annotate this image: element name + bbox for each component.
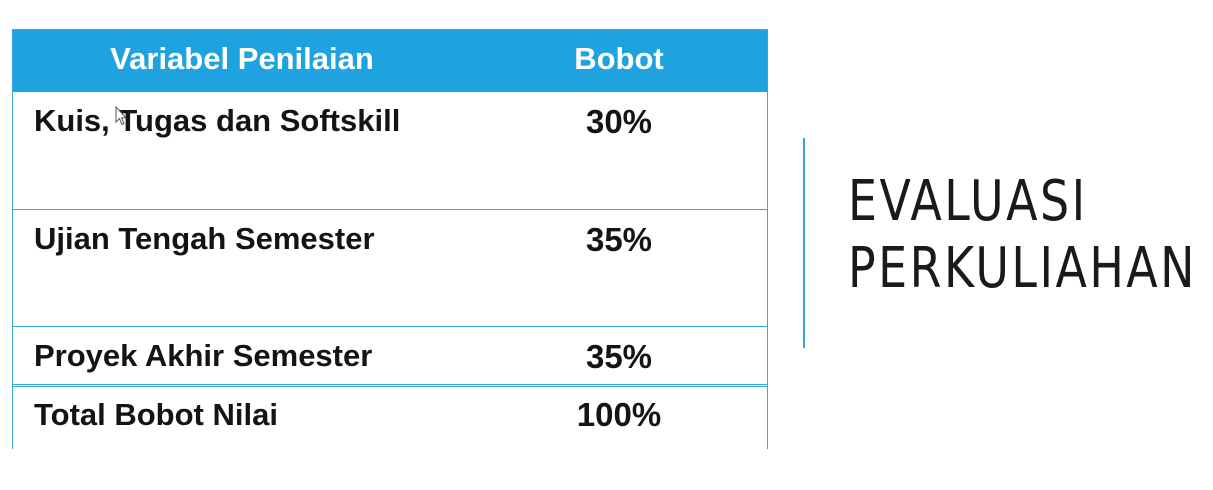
title-line-1: EVALUASI: [848, 169, 1088, 234]
table-total-row: Total Bobot Nilai 100%: [13, 384, 767, 450]
row-value: 35%: [585, 221, 653, 258]
row-value: 35%: [585, 338, 653, 375]
title-line-2: PERKULIAHAN: [848, 236, 1197, 301]
row-value: 30%: [585, 103, 653, 140]
header-variable: Variabel Penilaian: [110, 41, 374, 76]
total-value: 100%: [576, 396, 662, 433]
table-row: Ujian Tengah Semester 35%: [13, 209, 767, 327]
table-row: Proyek Akhir Semester 35%: [13, 326, 767, 385]
total-label: Total Bobot Nilai: [34, 397, 278, 432]
table-header: Variabel Penilaian Bobot: [13, 30, 767, 92]
row-label: Proyek Akhir Semester: [34, 338, 373, 373]
mouse-cursor-icon: [115, 106, 127, 126]
grading-table: Variabel Penilaian Bobot Kuis, Tugas dan…: [12, 29, 768, 450]
vertical-divider: [803, 138, 805, 348]
row-label: Ujian Tengah Semester: [34, 221, 375, 256]
table-row: Kuis, Tugas dan Softskill 30%: [13, 92, 767, 209]
header-weight: Bobot: [574, 41, 664, 76]
slide-title: EVALUASI PERKULIAHAN: [848, 168, 1197, 302]
row-label: Kuis, Tugas dan Softskill: [34, 103, 401, 138]
